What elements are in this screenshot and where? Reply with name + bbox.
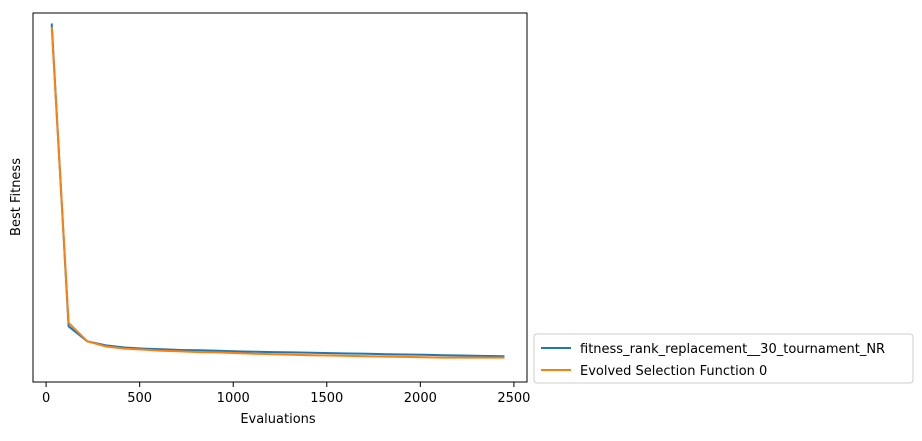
plot-lines	[50, 23, 505, 359]
x-tick-label: 500	[127, 391, 152, 406]
legend: fitness_rank_replacement__30_tournament_…	[533, 333, 914, 384]
x-tick-label: 1500	[310, 391, 343, 406]
x-tick-label: 2500	[497, 391, 530, 406]
legend-frame	[533, 333, 914, 384]
series-line-2	[50, 26, 505, 359]
plot-frame	[32, 12, 528, 383]
x-tick-label: 2000	[404, 391, 437, 406]
series-line-1	[50, 23, 505, 358]
x-axis-ticks: 0 500 1000 1500 2000 2500	[42, 382, 530, 406]
x-tick-label: 1000	[217, 391, 250, 406]
legend-label-series-1: fitness_rank_replacement__30_tournament_…	[580, 342, 885, 357]
x-tick-label: 0	[42, 391, 50, 406]
y-axis-label: Best Fitness	[9, 158, 24, 236]
x-axis-label: Evaluations	[240, 412, 316, 427]
legend-label-series-2: Evolved Selection Function 0	[580, 364, 767, 379]
